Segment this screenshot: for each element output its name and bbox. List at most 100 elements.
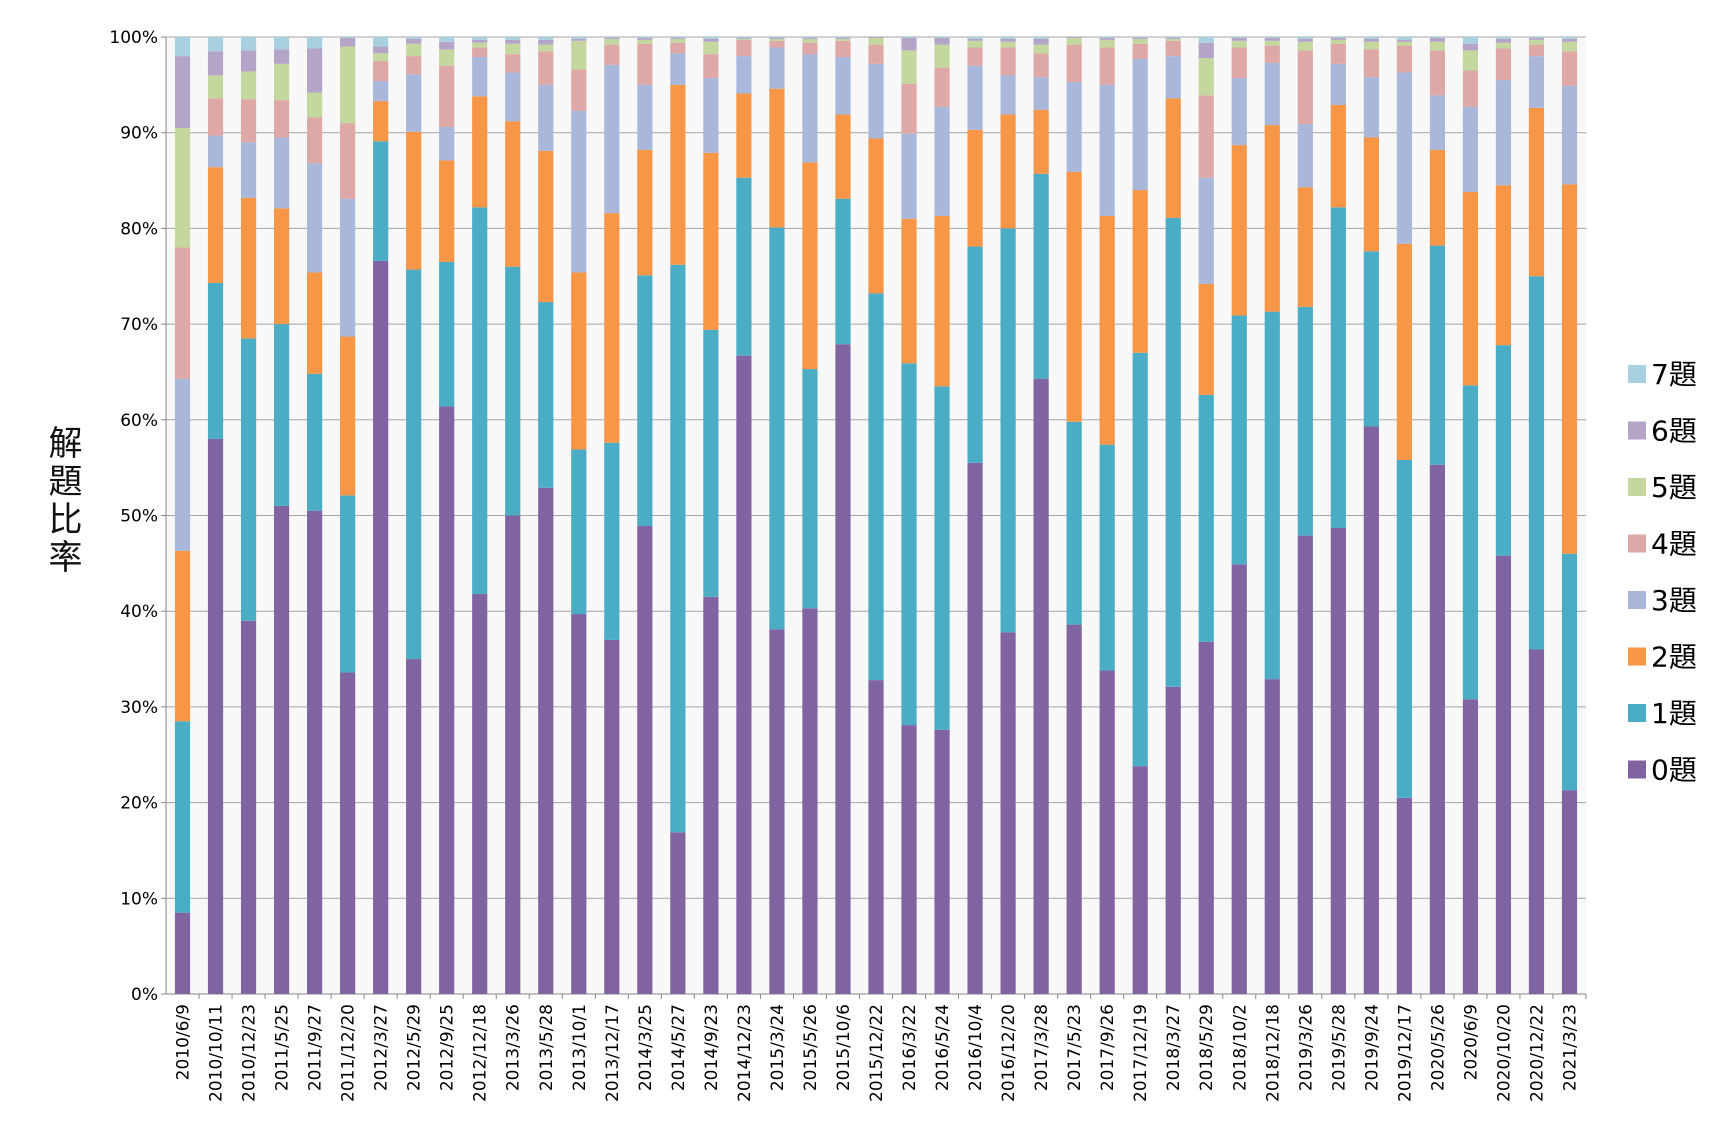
bar-segment bbox=[1165, 40, 1181, 57]
x-tick-label: 2015/5/26 bbox=[801, 1004, 821, 1091]
bar-segment bbox=[1000, 41, 1016, 48]
bar-segment bbox=[736, 93, 752, 178]
bar-segment bbox=[406, 659, 422, 994]
bar-segment bbox=[1561, 41, 1578, 52]
bar-segment bbox=[1264, 40, 1280, 46]
bar-segment bbox=[1528, 44, 1545, 57]
bar-segment bbox=[240, 50, 257, 72]
bar-segment bbox=[439, 406, 455, 995]
bar-segment bbox=[373, 141, 389, 261]
bar-segment bbox=[1198, 95, 1214, 178]
bar-segment bbox=[1330, 37, 1346, 40]
bar-segment bbox=[1396, 459, 1412, 798]
bar-segment bbox=[835, 37, 851, 39]
bar-segment bbox=[571, 69, 587, 111]
bar-segment bbox=[571, 272, 587, 450]
bar-segment bbox=[703, 78, 719, 153]
bar-segment bbox=[868, 680, 884, 994]
bar-segment bbox=[1330, 37, 1346, 38]
bar-segment bbox=[604, 442, 620, 640]
bar-segment bbox=[637, 39, 653, 44]
x-tick-label: 2012/5/29 bbox=[405, 1004, 425, 1091]
bar-segment bbox=[1561, 790, 1578, 994]
bar-segment bbox=[1033, 77, 1049, 110]
bar-segment bbox=[538, 302, 554, 488]
legend-swatch bbox=[1628, 365, 1646, 383]
legend-label: 6題 bbox=[1651, 415, 1697, 448]
bar-segment bbox=[1000, 228, 1016, 633]
bar-segment bbox=[1495, 38, 1512, 43]
bar-segment bbox=[703, 329, 719, 597]
bar-segment bbox=[307, 163, 323, 273]
y-tick-label: 100% bbox=[109, 28, 158, 48]
bar-segment bbox=[406, 43, 422, 57]
bar-segment bbox=[439, 160, 455, 262]
bar-segment bbox=[240, 338, 257, 621]
bar-segment bbox=[1330, 43, 1346, 64]
bar-segment bbox=[1429, 464, 1445, 994]
bar-segment bbox=[406, 56, 422, 75]
bar-segment bbox=[1000, 38, 1016, 42]
bar-segment bbox=[802, 54, 818, 163]
bar-segment bbox=[1429, 95, 1445, 150]
bar-segment bbox=[472, 96, 488, 208]
bar-segment bbox=[967, 462, 983, 994]
bar-segment bbox=[1297, 306, 1313, 536]
bar-segment bbox=[1165, 56, 1181, 99]
x-tick-label: 2016/12/20 bbox=[999, 1004, 1019, 1102]
bar-segment bbox=[571, 614, 587, 994]
y-tick-label: 60% bbox=[120, 411, 158, 431]
bar-segment bbox=[340, 336, 356, 496]
bar-segment bbox=[1561, 38, 1578, 42]
bar-segment bbox=[1099, 37, 1115, 40]
x-tick-label: 2015/12/22 bbox=[867, 1004, 887, 1102]
bar-segment bbox=[1066, 81, 1082, 172]
bar-segment bbox=[736, 39, 752, 57]
bar-segment bbox=[835, 198, 851, 345]
legend-swatch bbox=[1628, 647, 1646, 666]
bar-segment bbox=[835, 40, 851, 58]
bar-segment bbox=[1099, 47, 1115, 85]
bar-segment bbox=[1132, 59, 1148, 191]
bar-segment bbox=[571, 449, 587, 615]
bar-segment bbox=[505, 54, 521, 73]
bar-segment bbox=[802, 37, 818, 38]
x-tick-label: 2010/12/23 bbox=[240, 1004, 260, 1102]
x-tick-label: 2020/10/20 bbox=[1494, 1004, 1514, 1102]
bar-segment bbox=[1561, 553, 1578, 791]
bar-segment bbox=[174, 378, 191, 551]
bar-segment bbox=[1297, 535, 1313, 994]
bar-segment bbox=[1264, 37, 1280, 41]
bar-segment bbox=[472, 57, 488, 97]
bar-segment bbox=[901, 725, 917, 994]
bar-segment bbox=[1363, 41, 1379, 50]
bar-segment bbox=[406, 74, 422, 132]
y-tick-label: 0% bbox=[131, 985, 158, 1005]
x-tick-label: 2013/12/17 bbox=[603, 1004, 623, 1102]
bar-segment bbox=[967, 38, 983, 41]
bar-segment bbox=[637, 526, 653, 994]
legend-swatch bbox=[1628, 534, 1646, 553]
bar-segment bbox=[439, 49, 455, 66]
bar-segment bbox=[1264, 679, 1280, 994]
bar-segment bbox=[505, 121, 521, 267]
bar-segment bbox=[1363, 77, 1379, 138]
bar-segment bbox=[1396, 41, 1412, 46]
bar-segment bbox=[207, 51, 224, 76]
bar-segment bbox=[1495, 185, 1512, 346]
bar-segment bbox=[1495, 48, 1512, 81]
bar-segment bbox=[174, 912, 191, 994]
bar-segment bbox=[273, 49, 290, 64]
bar-segment bbox=[1264, 62, 1280, 126]
bar-segment bbox=[1132, 37, 1148, 38]
bar-segment bbox=[1132, 352, 1148, 767]
bar-segment bbox=[802, 369, 818, 609]
bar-segment bbox=[1495, 37, 1512, 39]
bar-segment bbox=[703, 37, 719, 39]
x-tick-label: 2020/6/9 bbox=[1461, 1004, 1481, 1080]
bar-segment bbox=[1000, 632, 1016, 994]
bar-segment bbox=[670, 84, 686, 265]
bar-segment bbox=[406, 38, 422, 44]
x-tick-label: 2010/6/9 bbox=[174, 1004, 194, 1080]
bar-segment bbox=[207, 282, 224, 439]
